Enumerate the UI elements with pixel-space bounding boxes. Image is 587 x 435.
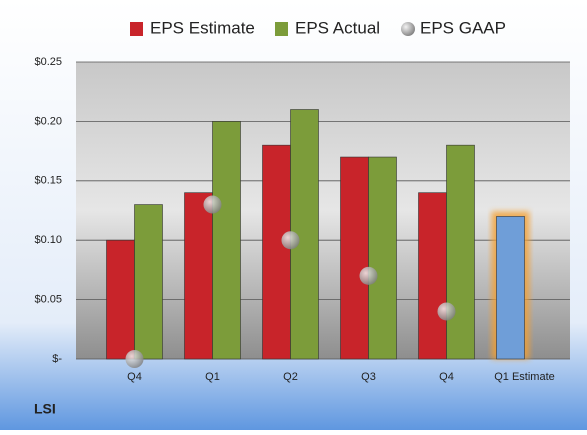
legend-marker — [275, 22, 288, 36]
x-tick-label: Q3 — [361, 371, 376, 383]
bar — [496, 216, 525, 360]
bar — [106, 239, 135, 360]
bar — [212, 121, 241, 360]
gaap-marker — [125, 350, 144, 368]
bar — [184, 192, 213, 360]
x-tick-label: Q4 — [439, 371, 454, 383]
legend-marker — [401, 22, 415, 36]
y-tick-label: $0.15 — [34, 175, 62, 187]
y-tick-label: $0.25 — [34, 56, 62, 68]
gaap-marker — [437, 302, 456, 321]
bar — [134, 204, 163, 360]
gaap-marker — [281, 231, 300, 250]
legend-marker — [130, 22, 143, 36]
bar — [418, 192, 447, 360]
bar — [368, 156, 397, 360]
ticker: LSI — [34, 401, 56, 417]
legend: EPS Estimate EPS Actual EPS GAAP — [130, 18, 506, 37]
gaap-marker — [203, 195, 222, 214]
y-tick-label: $0.10 — [34, 234, 62, 246]
y-tick-label: $- — [52, 353, 62, 365]
gaap-marker — [359, 266, 378, 285]
legend-label: EPS Estimate — [150, 18, 255, 37]
legend-label: EPS Actual — [295, 18, 380, 37]
bar — [446, 144, 475, 360]
x-tick-label: Q1 — [205, 371, 220, 383]
x-tick-label: Q2 — [283, 371, 298, 383]
y-tick-label: $0.05 — [34, 294, 62, 306]
x-tick-label: Q4 — [127, 371, 142, 383]
bar — [262, 144, 291, 360]
bar — [340, 156, 369, 360]
x-tick-label: Q1 Estimate — [494, 371, 555, 383]
y-tick-label: $0.20 — [34, 115, 62, 127]
legend-label: EPS GAAP — [420, 18, 506, 37]
